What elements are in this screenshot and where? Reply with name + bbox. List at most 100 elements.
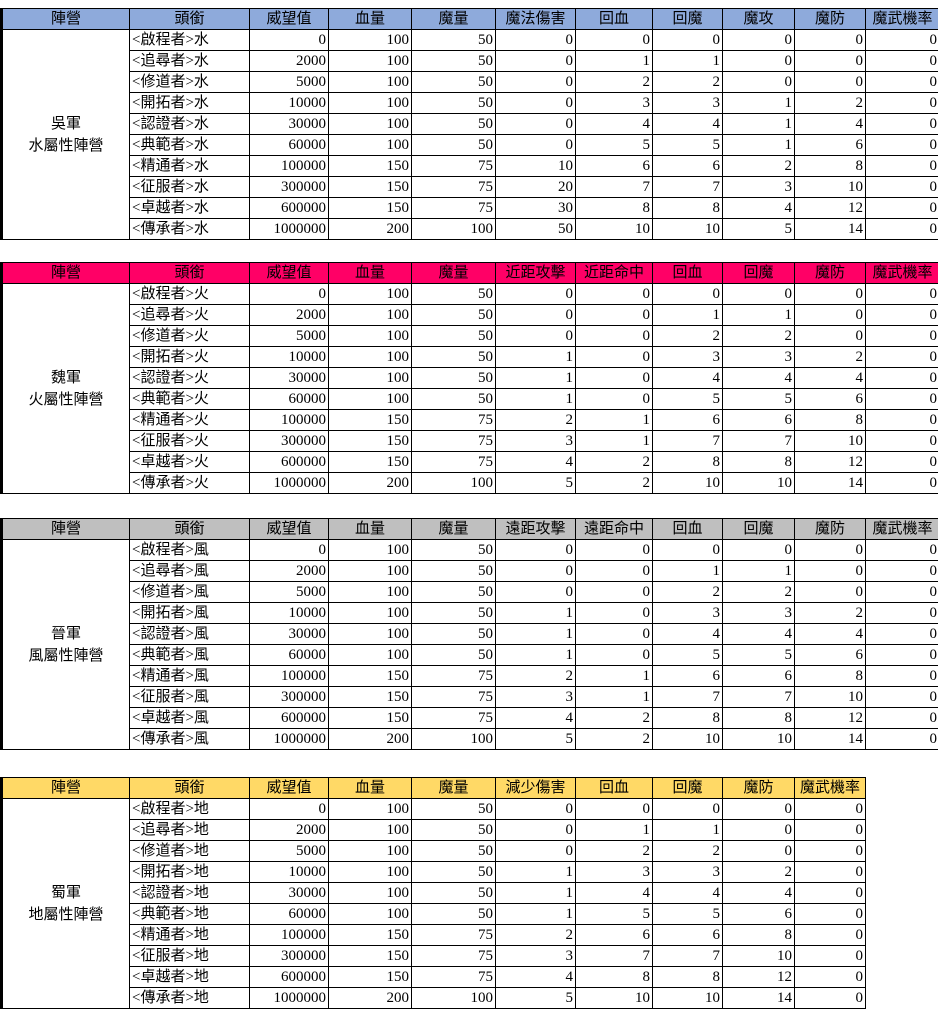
value-cell: 10000 <box>249 861 329 883</box>
value-cell: 8 <box>575 966 653 988</box>
value-cell: 100 <box>328 113 412 135</box>
value-cell: 100 <box>328 346 412 368</box>
title-cell: <傳承者>風 <box>129 728 250 750</box>
value-cell: 1 <box>575 665 653 687</box>
table-row: <開拓者>風 10000 100 50 1 0 3 3 2 0 <box>2 602 938 624</box>
value-cell: 100 <box>328 304 412 326</box>
value-cell: 100 <box>328 903 412 925</box>
value-cell: 5000 <box>249 581 329 603</box>
value-cell: 100000 <box>249 409 329 431</box>
value-cell: 7 <box>575 176 653 198</box>
value-cell: 0 <box>575 388 653 410</box>
value-cell: 3 <box>652 861 723 883</box>
value-cell: 0 <box>495 325 576 347</box>
value-cell: 10 <box>794 176 866 198</box>
value-cell: 2 <box>495 409 576 431</box>
title-cell: <征服者>風 <box>129 686 250 708</box>
value-cell: 0 <box>865 346 938 368</box>
value-cell: 0 <box>865 430 938 452</box>
value-cell: 30000 <box>249 367 329 389</box>
title-cell: <認證者>地 <box>129 882 250 904</box>
value-cell: 8 <box>722 924 795 946</box>
value-cell: 50 <box>411 388 496 410</box>
value-cell: 6 <box>652 409 723 431</box>
value-cell: 0 <box>794 560 866 582</box>
column-header: 陣營 <box>0 518 130 540</box>
value-cell: 100 <box>328 71 412 93</box>
value-cell: 0 <box>865 113 938 135</box>
value-cell: 2 <box>722 581 795 603</box>
value-cell: 150 <box>328 707 412 729</box>
value-cell: 0 <box>249 283 329 305</box>
table-row: 吳軍 水屬性陣營 <啟程者>水 0 100 50 0 0 0 0 0 0 <box>0 29 938 240</box>
title-cell: <傳承者>地 <box>129 987 250 1009</box>
value-cell: 7 <box>722 686 795 708</box>
value-cell: 75 <box>411 686 496 708</box>
value-cell: 0 <box>495 71 576 93</box>
title-cell: <修道者>火 <box>129 325 250 347</box>
table-row: <開拓者>火 10000 100 50 1 0 3 3 2 0 <box>2 346 938 368</box>
value-cell: 0 <box>865 304 938 326</box>
value-cell: 20 <box>495 176 576 198</box>
value-cell: 3 <box>495 945 576 967</box>
value-cell: 6 <box>722 665 795 687</box>
value-cell: 75 <box>411 155 496 177</box>
column-header: 魔防 <box>794 8 866 30</box>
value-cell: 0 <box>495 304 576 326</box>
value-cell: 50 <box>411 346 496 368</box>
table-row: <征服者>水 300000 150 75 20 7 7 3 10 0 <box>2 176 938 198</box>
value-cell: 2 <box>495 924 576 946</box>
value-cell: 2 <box>575 472 653 494</box>
value-cell: 1 <box>722 560 795 582</box>
value-cell: 4 <box>722 367 795 389</box>
value-cell: 2 <box>794 92 866 114</box>
value-cell: 5 <box>495 472 576 494</box>
table-row: <卓越者>火 600000 150 75 4 2 8 8 12 0 <box>2 451 938 473</box>
table-row: <精通者>水 100000 150 75 10 6 6 2 8 0 <box>2 155 938 177</box>
value-cell: 150 <box>328 665 412 687</box>
value-cell: 50 <box>495 218 576 240</box>
column-header: 魔武機率 <box>865 8 938 30</box>
value-cell: 50 <box>411 840 496 862</box>
title-cell: <啟程者>水 <box>129 29 250 51</box>
value-cell: 0 <box>794 283 866 305</box>
value-cell: 10 <box>652 218 723 240</box>
value-cell: 0 <box>865 92 938 114</box>
value-cell: 2 <box>575 71 653 93</box>
value-cell: 0 <box>722 29 795 51</box>
value-cell: 75 <box>411 665 496 687</box>
value-cell: 1 <box>495 346 576 368</box>
value-cell: 1 <box>495 882 576 904</box>
title-cell: <認證者>火 <box>129 367 250 389</box>
value-cell: 0 <box>794 539 866 561</box>
value-cell: 0 <box>249 539 329 561</box>
title-cell: <追尋者>地 <box>129 819 250 841</box>
value-cell: 2 <box>575 707 653 729</box>
value-cell: 0 <box>652 539 723 561</box>
value-cell: 0 <box>652 29 723 51</box>
value-cell: 0 <box>575 539 653 561</box>
value-cell: 6 <box>652 665 723 687</box>
value-cell: 60000 <box>249 903 329 925</box>
value-cell: 3 <box>722 602 795 624</box>
value-cell: 600000 <box>249 451 329 473</box>
value-cell: 30000 <box>249 623 329 645</box>
title-cell: <修道者>風 <box>129 581 250 603</box>
title-cell: <開拓者>火 <box>129 346 250 368</box>
value-cell: 100 <box>328 29 412 51</box>
value-cell: 6 <box>652 924 723 946</box>
value-cell: 4 <box>722 882 795 904</box>
value-cell: 14 <box>794 218 866 240</box>
value-cell: 0 <box>575 623 653 645</box>
value-cell: 2 <box>652 581 723 603</box>
value-cell: 50 <box>411 367 496 389</box>
value-cell: 1 <box>652 819 723 841</box>
value-cell: 1 <box>575 430 653 452</box>
value-cell: 75 <box>411 707 496 729</box>
value-cell: 100 <box>328 861 412 883</box>
value-cell: 5 <box>652 903 723 925</box>
value-cell: 0 <box>865 623 938 645</box>
value-cell: 1 <box>575 50 653 72</box>
value-cell: 50 <box>411 644 496 666</box>
value-cell: 100000 <box>249 665 329 687</box>
